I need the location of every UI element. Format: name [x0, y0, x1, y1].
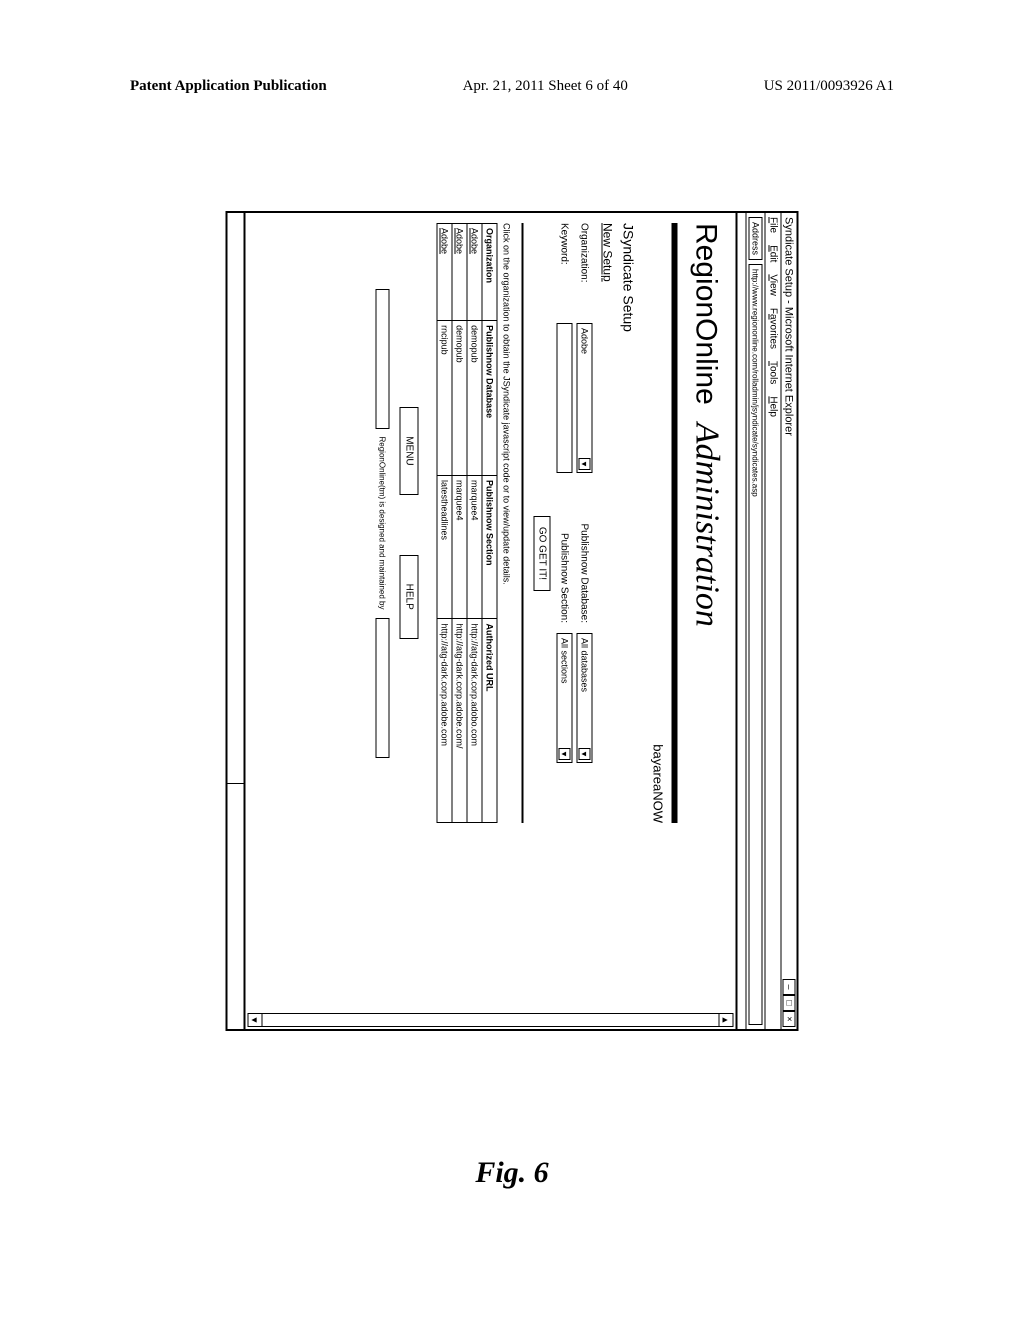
cell-section: marquee4 [452, 476, 467, 619]
org-link[interactable]: Adobe [455, 228, 465, 254]
sec-label: Publishnow Section: [559, 483, 570, 623]
table-row: Adobe demopub marquee4 http://atg-dark.c… [452, 224, 467, 823]
header-right: US 2011/0093926 A1 [764, 78, 894, 95]
cell-db: demopub [467, 321, 482, 476]
scroll-down-icon[interactable]: ▼ [249, 1014, 263, 1026]
setup-form: Organization: Adobe ▼ Publishnow Databas… [557, 223, 593, 783]
sec-select-value: All sections [560, 638, 570, 684]
maximize-button[interactable]: □ [783, 995, 796, 1011]
org-label: Organization: [579, 223, 590, 313]
menu-edit[interactable]: Edit [768, 245, 779, 262]
table-row: Adobe rncipub latestheadlines http://atg… [437, 224, 452, 823]
brand-title: RegionOnline [689, 223, 723, 405]
menu-tools[interactable]: Tools [768, 361, 779, 384]
menu-file[interactable]: File [768, 217, 779, 233]
kw-label: Keyword: [559, 223, 570, 313]
figure-label: Fig. 6 [475, 1156, 548, 1190]
minimize-button[interactable]: – [783, 979, 796, 995]
cell-section: latestheadlines [437, 476, 452, 619]
address-bar: Address http://www.regiononline.com/roll… [746, 213, 765, 1029]
menubar: File Edit View Favorites Tools Help [765, 213, 781, 1029]
scrollbar[interactable]: ▲ ▼ [248, 1013, 734, 1027]
cell-url: http://atg-dark.corp.adobe.com [437, 619, 452, 823]
menu-button[interactable]: MENU [400, 407, 419, 494]
syndicate-table: Organization Publishnow Database Publish… [437, 223, 498, 823]
help-button[interactable]: HELP [400, 555, 419, 639]
db-select-value: All databases [580, 638, 590, 692]
header-left: Patent Application Publication [130, 78, 327, 95]
close-button[interactable]: × [783, 1011, 796, 1027]
db-label: Publishnow Database: [579, 483, 590, 623]
divider-thin [522, 223, 524, 823]
table-header-row: Organization Publishnow Database Publish… [482, 224, 497, 823]
footer-input-left[interactable] [376, 289, 390, 429]
chevron-down-icon: ▼ [559, 748, 571, 760]
scroll-up-icon[interactable]: ▲ [719, 1014, 733, 1026]
col-db: Publishnow Database [482, 321, 497, 476]
titlebar: Syndicate Setup - Microsoft Internet Exp… [781, 213, 797, 1029]
menu-help[interactable]: Help [768, 396, 779, 417]
cell-url: http://atg-dark.corp.adobe.com/ [452, 619, 467, 823]
sec-select[interactable]: All sections ▼ [557, 633, 573, 763]
figure-rotated-container: Syndicate Setup - Microsoft Internet Exp… [225, 210, 800, 1030]
col-section: Publishnow Section [482, 476, 497, 619]
sub-header-row: bayareaNOW [641, 223, 668, 823]
footer-credit: RegionOnline(tm) is designed and maintai… [378, 437, 387, 610]
chevron-down-icon: ▼ [579, 748, 591, 760]
footer-credit-row: RegionOnline(tm) is designed and maintai… [376, 223, 390, 823]
browser-window: Syndicate Setup - Microsoft Internet Exp… [226, 211, 799, 1031]
patent-header: Patent Application Publication Apr. 21, … [0, 78, 1024, 95]
cell-db: rncipub [437, 321, 452, 476]
new-setup-link[interactable]: New Setup [593, 223, 617, 282]
org-link[interactable]: Adobe [470, 228, 480, 254]
go-get-it-button[interactable]: GO GET IT! [534, 516, 551, 591]
col-url: Authorized URL [482, 619, 497, 823]
table-caption: Click on the organization to obtain the … [498, 223, 512, 783]
header-center: Apr. 21, 2011 Sheet 6 of 40 [463, 78, 628, 95]
window-controls: – □ × [783, 979, 796, 1027]
org-link[interactable]: Adobe [440, 228, 450, 254]
banner: RegionOnline Administration [680, 223, 730, 1019]
footer-input-right[interactable] [376, 618, 390, 758]
org-select-value: Adobe [580, 328, 590, 354]
chevron-down-icon: ▼ [579, 458, 591, 470]
toolbar-spacer [736, 213, 746, 1029]
db-select[interactable]: All databases ▼ [577, 633, 593, 763]
divider-thick [672, 223, 678, 823]
menu-favorites[interactable]: Favorites [768, 308, 779, 349]
menu-view[interactable]: View [768, 274, 779, 296]
table-row: Adobe demopub marquee4 http://atg-dark.c… [467, 224, 482, 823]
page-title: Administration [688, 423, 726, 627]
cell-section: marquee4 [467, 476, 482, 619]
status-bar [228, 213, 246, 1029]
jsyndicate-heading: JSyndicate Setup [617, 223, 641, 1019]
address-label: Address [749, 217, 763, 260]
content-area: ▲ ▼ RegionOnline Administration bayareaN… [246, 213, 736, 1029]
footer-buttons: MENU HELP [390, 223, 437, 823]
region-label: bayareaNOW [651, 744, 666, 823]
address-input[interactable]: http://www.regiononline.com/rolladmin/js… [749, 264, 763, 1025]
org-select[interactable]: Adobe ▼ [577, 323, 593, 473]
status-cell [228, 213, 244, 784]
cell-db: demopub [452, 321, 467, 476]
window-title: Syndicate Setup - Microsoft Internet Exp… [783, 215, 795, 436]
col-org: Organization [482, 224, 497, 321]
keyword-input[interactable] [557, 323, 573, 473]
cell-url: http://atg-dark.corp.adobo.com [467, 619, 482, 823]
